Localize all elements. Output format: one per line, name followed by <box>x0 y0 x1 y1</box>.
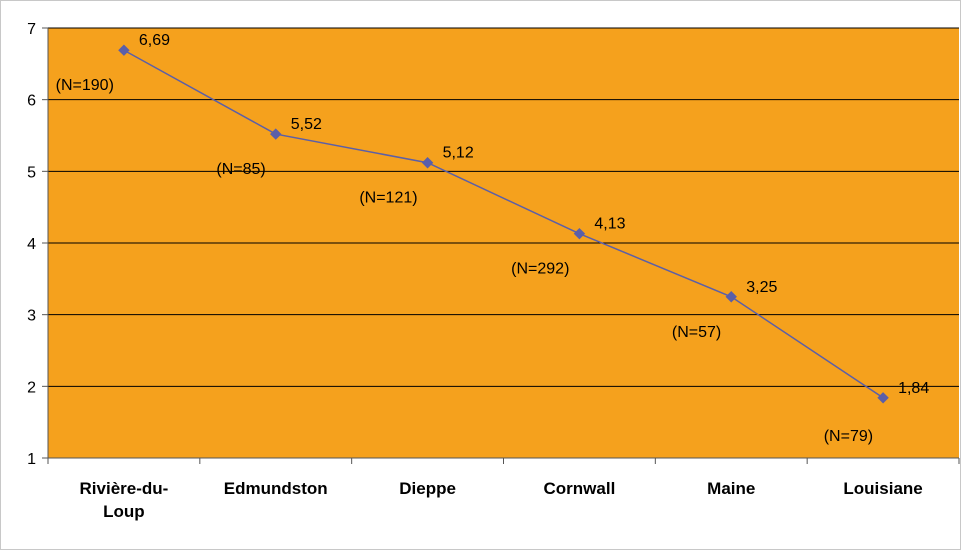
value-label: 4,13 <box>594 216 625 233</box>
x-category-label: Cornwall <box>544 479 616 498</box>
y-tick-label: 1 <box>27 451 36 468</box>
x-category-label-line: Loup <box>103 502 145 521</box>
y-tick-label: 6 <box>27 93 36 110</box>
x-category-label-line: Dieppe <box>399 479 456 498</box>
data-point-marker <box>118 44 130 56</box>
x-category-label: Rivière-du- Loup <box>80 479 169 521</box>
series-line <box>123 49 884 399</box>
sample-size-label: (N=121) <box>359 190 417 207</box>
x-category-label: Dieppe <box>399 479 456 498</box>
gridlines <box>48 27 959 387</box>
data-point-marker <box>877 392 889 404</box>
y-tick-label: 7 <box>27 21 36 38</box>
x-category-label-line: Louisiane <box>843 479 922 498</box>
y-tick-labels: 1 2 3 4 5 6 7 <box>27 21 36 468</box>
data-labels: 6,69 (N=190) 5,52 (N=85) 5,12 (N=121) 4,13 (N=2… <box>56 32 930 445</box>
data-point-marker <box>421 157 434 169</box>
y-tick-label: 4 <box>27 236 36 253</box>
data-point-marker <box>270 128 282 140</box>
sample-size-label: (N=190) <box>56 77 114 94</box>
sample-size-label: (N=79) <box>824 428 873 445</box>
value-label: 6,69 <box>139 32 170 49</box>
x-category-label: Louisiane <box>843 479 922 498</box>
y-tick-label: 3 <box>27 308 36 325</box>
x-category-label-line: Cornwall <box>544 479 616 498</box>
x-category-label-line: Maine <box>707 479 755 498</box>
x-category-label: Edmundston <box>224 479 328 498</box>
x-category-label-line: Rivière-du- <box>80 479 169 498</box>
x-category-label-line: Edmundston <box>224 479 328 498</box>
x-category-label: Maine <box>707 479 755 498</box>
value-label: 3,25 <box>746 279 777 296</box>
data-point-marker <box>725 291 737 303</box>
series <box>118 44 889 404</box>
sample-size-label: (N=85) <box>216 161 265 178</box>
data-point-marker <box>573 227 586 240</box>
sample-size-label: (N=292) <box>511 261 569 278</box>
value-label: 1,84 <box>898 380 929 397</box>
sample-size-label: (N=57) <box>672 324 721 341</box>
y-tick-label: 5 <box>27 164 36 181</box>
x-category-labels: Rivière-du- Loup Edmundston Dieppe Cornwall M… <box>80 479 923 521</box>
axes <box>42 27 960 464</box>
y-tick-label: 2 <box>27 379 36 396</box>
value-label: 5,12 <box>443 145 474 162</box>
value-label: 5,52 <box>291 116 322 133</box>
